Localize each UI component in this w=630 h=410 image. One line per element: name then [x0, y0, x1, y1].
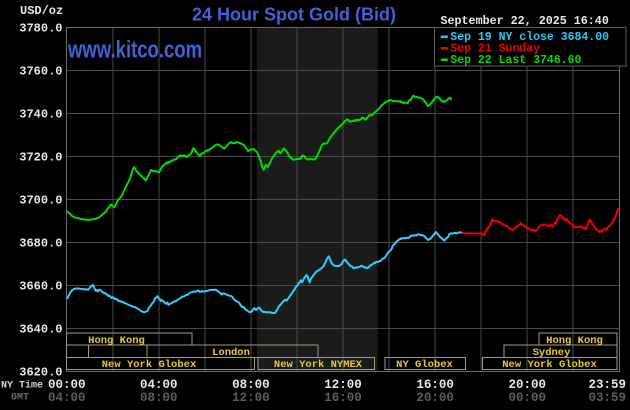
svg-text:Sep 22 Last 3746.60: Sep 22 Last 3746.60 — [450, 54, 581, 67]
svg-text:04:00: 04:00 — [48, 391, 86, 405]
svg-text:3740.0: 3740.0 — [19, 108, 62, 122]
svg-text:NY Globex: NY Globex — [396, 359, 453, 371]
svg-text:16:00: 16:00 — [416, 378, 454, 392]
svg-text:3720.0: 3720.0 — [19, 151, 62, 165]
svg-text:3640.0: 3640.0 — [19, 323, 62, 337]
svg-text:20:00: 20:00 — [416, 391, 454, 405]
svg-text:16:00: 16:00 — [324, 391, 362, 405]
svg-text:20:00: 20:00 — [508, 378, 546, 392]
svg-text:London: London — [212, 347, 250, 359]
svg-text:24 Hour Spot Gold (Bid): 24 Hour Spot Gold (Bid) — [192, 5, 396, 25]
svg-text:www.kitco.com: www.kitco.com — [67, 36, 202, 63]
svg-text:08:00: 08:00 — [140, 391, 178, 405]
svg-text:NY Time: NY Time — [1, 379, 43, 391]
svg-text:04:00: 04:00 — [140, 378, 178, 392]
svg-text:USD/oz: USD/oz — [20, 4, 63, 18]
svg-text:08:00: 08:00 — [232, 378, 270, 392]
svg-text:03:59: 03:59 — [588, 391, 626, 405]
svg-text:Sep 21 Sunday: Sep 21 Sunday — [450, 43, 540, 56]
svg-text:00:00: 00:00 — [48, 378, 86, 392]
svg-text:3620.0: 3620.0 — [19, 366, 62, 380]
svg-text:New York Globex: New York Globex — [102, 359, 197, 371]
svg-text:Sep 19 NY close 3684.00: Sep 19 NY close 3684.00 — [450, 31, 609, 44]
svg-text:Hong Kong: Hong Kong — [88, 335, 145, 347]
svg-text:New York NYMEX: New York NYMEX — [274, 359, 363, 371]
svg-text:New York Globex: New York Globex — [502, 359, 597, 371]
svg-text:Sydney: Sydney — [533, 347, 572, 359]
svg-text:3780.0: 3780.0 — [19, 22, 62, 36]
svg-text:GMT: GMT — [11, 392, 29, 403]
svg-text:12:00: 12:00 — [324, 378, 362, 392]
svg-text:Hong Kong: Hong Kong — [546, 335, 603, 347]
svg-text:September 22, 2025 16:40: September 22, 2025 16:40 — [441, 14, 609, 28]
svg-text:00:00: 00:00 — [508, 391, 546, 405]
svg-text:23:59: 23:59 — [588, 378, 626, 392]
svg-text:3760.0: 3760.0 — [19, 65, 62, 79]
svg-text:3680.0: 3680.0 — [19, 237, 62, 251]
svg-text:12:00: 12:00 — [232, 391, 270, 405]
svg-text:3700.0: 3700.0 — [19, 194, 62, 208]
svg-text:3660.0: 3660.0 — [19, 280, 62, 294]
